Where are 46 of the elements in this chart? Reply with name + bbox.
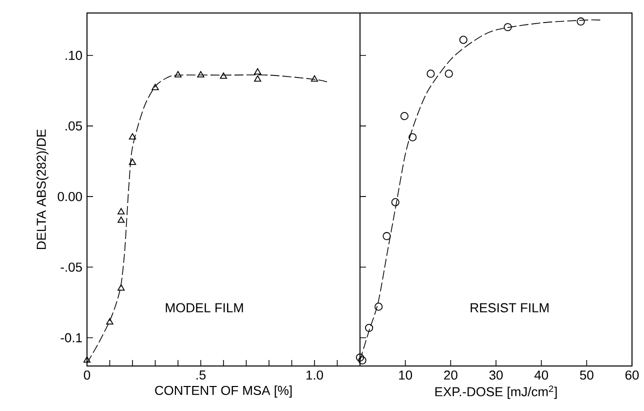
point [504, 23, 512, 32]
point [118, 216, 125, 223]
point [365, 324, 374, 332]
y-tick-label: -.05 [60, 262, 82, 272]
point [174, 71, 182, 78]
point [391, 198, 400, 206]
x-axis-title: CONTENT OF MSA [%] [155, 386, 292, 398]
point [356, 353, 364, 362]
point [220, 72, 228, 79]
point [128, 158, 136, 165]
x-tick-label: 20 [444, 370, 458, 380]
point [444, 70, 453, 78]
point [83, 356, 91, 363]
point [106, 318, 114, 324]
annotation: MODEL FILM [166, 303, 243, 312]
point [459, 36, 468, 44]
point [310, 75, 318, 82]
point [118, 208, 125, 214]
x-tick-label: 30 [489, 370, 503, 380]
point [374, 302, 383, 311]
x-axis-title: EXP.-DOSE [mJ/cm$^{2}$] [435, 386, 557, 399]
point [254, 75, 262, 82]
y-tick-label: 0.00 [58, 192, 82, 202]
point [254, 68, 262, 75]
point [118, 284, 125, 291]
x-tick-label: 10 [399, 370, 412, 380]
y-tick-label: .05 [66, 121, 82, 131]
y-tick-label: .10 [66, 50, 82, 60]
annotation: RESIST FILM [470, 303, 548, 312]
point [128, 133, 136, 140]
x-tick-label: 1.0 [306, 370, 324, 380]
point [400, 112, 408, 120]
point [382, 232, 391, 240]
point [358, 356, 366, 364]
x-tick-label: 0 [84, 370, 90, 380]
x-tick-label: 50 [580, 370, 594, 380]
x-tick-label: 40 [534, 370, 548, 380]
y-tick-label: -0.1 [60, 333, 82, 342]
point [408, 133, 417, 142]
x-tick-label: .5 [196, 370, 206, 380]
point [152, 84, 159, 90]
point [426, 70, 435, 78]
y-axis-title: DELTA ABS(282)/DE [36, 129, 48, 250]
x-tick-label: 60 [625, 370, 639, 380]
point [576, 17, 585, 26]
point [197, 71, 204, 78]
